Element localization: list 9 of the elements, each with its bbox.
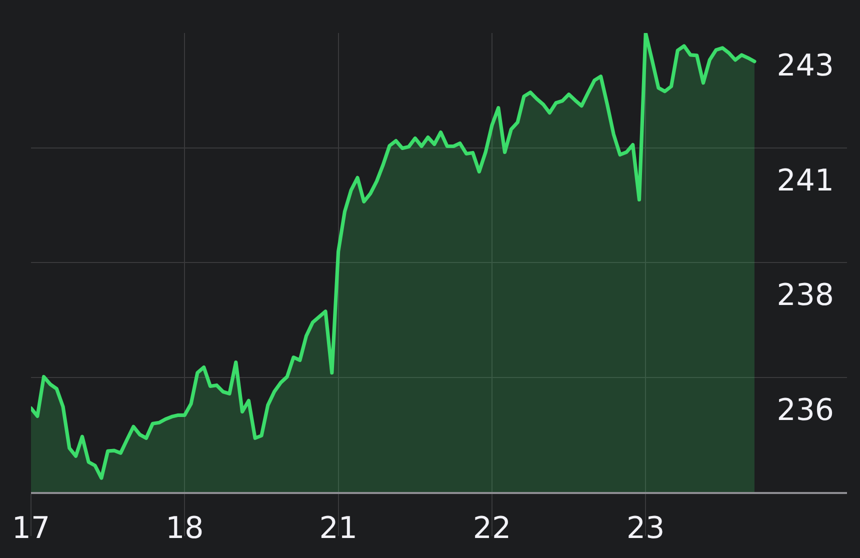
x-tick-label: 22 <box>472 510 512 546</box>
y-tick-label: 238 <box>776 278 834 313</box>
y-tick-label: 243 <box>776 48 834 84</box>
y-tick-label: 236 <box>776 392 834 428</box>
x-tick-label: 18 <box>166 510 204 546</box>
x-tick-label: 21 <box>319 510 358 546</box>
x-tick-label: 23 <box>626 510 665 546</box>
y-tick-label: 241 <box>776 163 834 198</box>
x-tick-label: 17 <box>12 510 50 546</box>
